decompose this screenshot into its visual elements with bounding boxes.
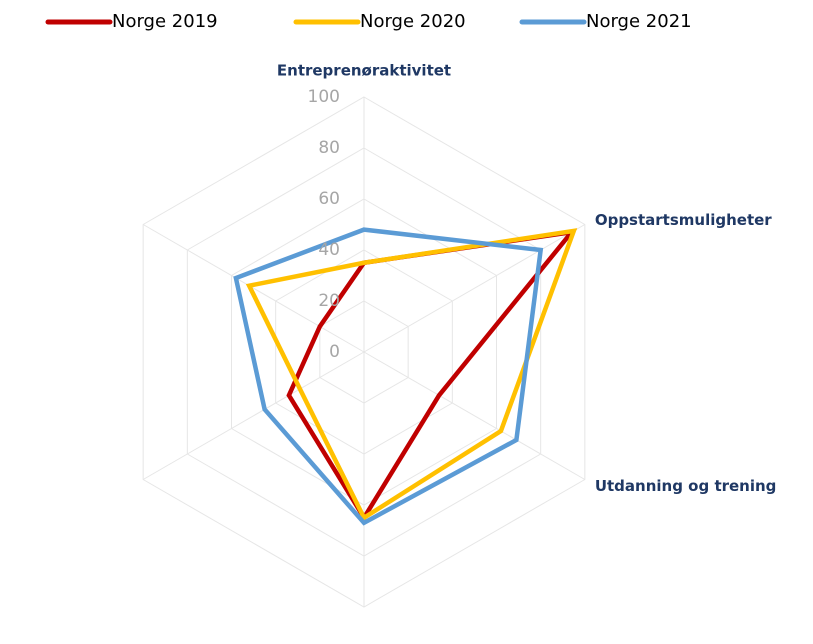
grid-spoke — [363, 351, 586, 480]
grid — [142, 96, 586, 608]
labels: 0 20 40 60 80 100 Entreprenøraktivitet Oppstart… — [277, 62, 777, 496]
legend: Norge 2019 Norge 2020 Norge 2021 — [45, 11, 692, 32]
grid-spoke — [142, 351, 365, 480]
radial-tick-label: 100 — [308, 87, 340, 107]
grid-spoke — [142, 224, 365, 353]
legend-label: Norge 2020 — [360, 11, 466, 32]
radial-tick-label: 60 — [318, 189, 340, 209]
category-label: Oppstartsmuligheter — [595, 211, 772, 229]
series-line — [245, 228, 578, 521]
legend-label: Norge 2019 — [112, 11, 218, 32]
series-lines — [233, 227, 578, 526]
radial-tick-label: 0 — [329, 342, 340, 362]
radial-tick-label: 80 — [318, 138, 340, 158]
category-label: Entreprenøraktivitet — [277, 62, 451, 80]
radial-tick-label: 20 — [318, 291, 340, 311]
radial-tick-label: 40 — [318, 240, 340, 260]
series-line — [233, 227, 544, 526]
grid-spoke — [363, 224, 586, 353]
legend-label: Norge 2021 — [586, 11, 692, 32]
category-label: Utdanning og trening — [595, 477, 777, 495]
